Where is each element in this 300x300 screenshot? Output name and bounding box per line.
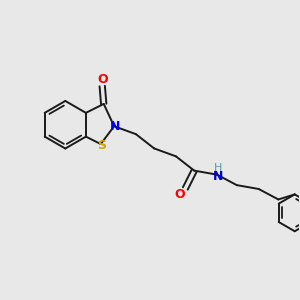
Text: S: S xyxy=(97,139,106,152)
Text: N: N xyxy=(110,120,120,133)
Text: N: N xyxy=(213,169,224,183)
Text: O: O xyxy=(175,188,185,201)
Text: O: O xyxy=(97,73,107,86)
Text: H: H xyxy=(214,163,223,173)
